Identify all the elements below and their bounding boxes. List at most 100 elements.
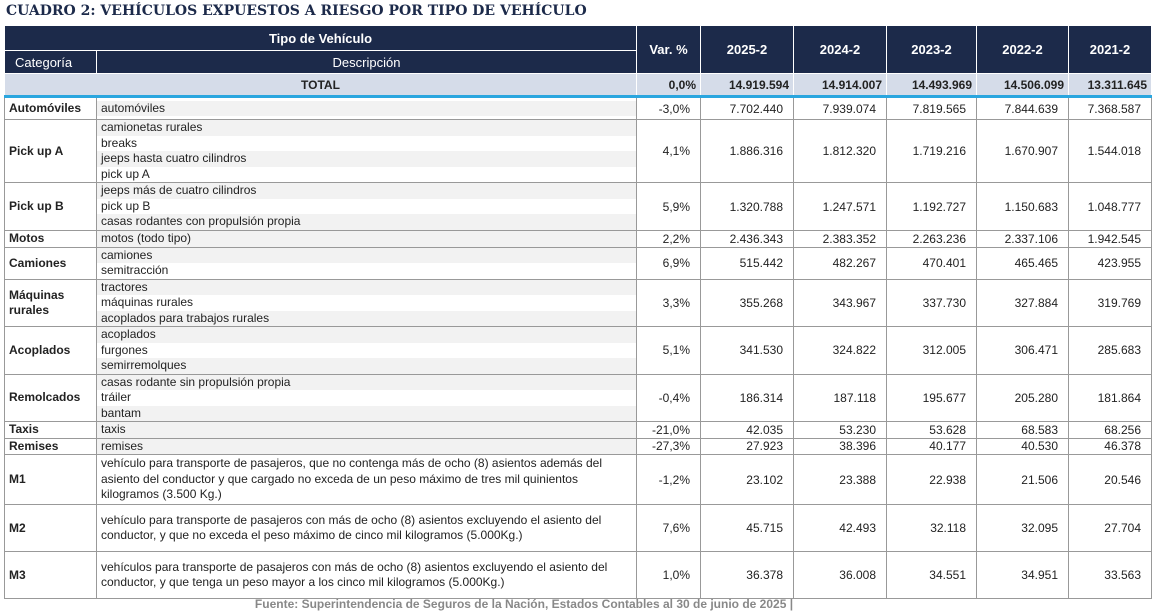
description-line: remises [97, 438, 636, 454]
value-cell: 482.267 [793, 246, 887, 280]
table-row: M3 vehículos para transporte de pasajeros… [4, 551, 1152, 599]
category-cell: Remises [4, 437, 97, 455]
value-cell: 36.008 [793, 551, 887, 599]
description-line: jeeps más de cuatro cilindros [97, 183, 636, 199]
description-text: vehículo para transporte de pasajeros co… [97, 511, 636, 545]
value-cell: 22.938 [886, 454, 977, 505]
total-value: 13.311.645 [1068, 73, 1152, 98]
description-line: camiones [97, 248, 636, 263]
value-cell: 7.844.639 [976, 96, 1069, 120]
description-line: taxis [97, 422, 636, 438]
value-cell: 205.280 [976, 373, 1069, 422]
value-cell: 355.268 [700, 278, 794, 327]
table-row: Taxis taxis -21,0% 42.035 53.230 53.628 68.583… [4, 421, 1152, 439]
variation-cell: 3,3% [636, 278, 701, 327]
category-cell: Remolcados [4, 373, 97, 422]
header-var: Var. % [636, 25, 701, 74]
description-cell: remises [96, 437, 637, 455]
description-line: semitracción [101, 263, 169, 277]
header-year: 2023-2 [886, 25, 977, 74]
value-cell: 181.864 [1068, 373, 1152, 422]
value-cell: 515.442 [700, 246, 794, 280]
value-cell: 23.102 [700, 454, 794, 505]
total-value: 14.506.099 [976, 73, 1069, 98]
value-cell: 327.884 [976, 278, 1069, 327]
variation-cell: -3,0% [636, 96, 701, 120]
description-cell: camionetas rurales breaks jeeps hasta cuat… [96, 119, 637, 183]
category-cell: Pick up B [4, 182, 97, 231]
header-descripcion: Descripción [96, 50, 637, 74]
value-cell: 36.378 [700, 551, 794, 599]
value-cell: 1.150.683 [976, 182, 1069, 231]
category-cell: Camiones [4, 246, 97, 280]
description-line: camionetas rurales [97, 120, 636, 136]
description-text: vehículo para transporte de pasajeros, q… [97, 455, 636, 504]
vehicles-table: Tipo de Vehículo Var. % 2025-2 2024-2 20… [4, 25, 1152, 599]
total-var: 0,0% [636, 73, 701, 98]
value-cell: 53.628 [886, 421, 977, 439]
variation-cell: 4,1% [636, 119, 701, 183]
description-line: acoplados para trabajos rurales [97, 310, 636, 326]
description-line: furgones [101, 342, 148, 357]
value-cell: 2.383.352 [793, 230, 887, 248]
value-cell: 40.177 [886, 437, 977, 455]
description-line: pick up A [101, 166, 150, 181]
source-note: Fuente: Superintendencia de Seguros de l… [254, 597, 794, 611]
category-cell: Taxis [4, 421, 97, 439]
header-year: 2025-2 [700, 25, 794, 74]
description-line: bantam [97, 405, 636, 421]
description-cell: taxis [96, 421, 637, 439]
description-cell: tractores máquinas rurales acoplados para … [96, 278, 637, 327]
category-cell: Pick up A [4, 119, 97, 183]
description-line: automóviles [97, 100, 636, 117]
category-cell: Acoplados [4, 326, 97, 375]
value-cell: 46.378 [1068, 437, 1152, 455]
description-line: máquinas rurales [101, 295, 194, 309]
category-cell: Motos [4, 230, 97, 248]
description-cell: motos (todo tipo) [96, 230, 637, 248]
header-categoria: Categoría [4, 50, 97, 74]
value-cell: 45.715 [700, 504, 794, 552]
value-cell: 68.583 [976, 421, 1069, 439]
value-cell: 68.256 [1068, 421, 1152, 439]
variation-cell: -0,4% [636, 373, 701, 422]
value-cell: 7.939.074 [793, 96, 887, 120]
table-row: Remises remises -27,3% 27.923 38.396 40.177 40… [4, 437, 1152, 455]
value-cell: 1.247.571 [793, 182, 887, 231]
variation-cell: 2,2% [636, 230, 701, 248]
value-cell: 38.396 [793, 437, 887, 455]
category-cell: M2 [4, 504, 97, 552]
value-cell: 1.719.216 [886, 119, 977, 183]
description-line: pick up B [101, 198, 151, 213]
value-cell: 7.819.565 [886, 96, 977, 120]
variation-cell: -27,3% [636, 437, 701, 455]
description-cell: vehículo para transporte de pasajeros, q… [96, 454, 637, 505]
table-row: M2 vehículo para transporte de pasajeros … [4, 504, 1152, 552]
value-cell: 306.471 [976, 326, 1069, 375]
category-cell: Máquinas rurales [4, 278, 97, 327]
value-cell: 1.192.727 [886, 182, 977, 231]
table-row: Máquinas rurales tractores máquinas rurale… [4, 278, 1152, 327]
category-cell: M3 [4, 551, 97, 599]
variation-cell: -21,0% [636, 421, 701, 439]
header-year: 2021-2 [1068, 25, 1152, 74]
value-cell: 23.388 [793, 454, 887, 505]
value-cell: 186.314 [700, 373, 794, 422]
value-cell: 21.506 [976, 454, 1069, 505]
category-cell: Automóviles [4, 96, 97, 120]
value-cell: 34.551 [886, 551, 977, 599]
value-cell: 1.544.018 [1068, 119, 1152, 183]
value-cell: 33.563 [1068, 551, 1152, 599]
total-value: 14.493.969 [886, 73, 977, 98]
value-cell: 343.967 [793, 278, 887, 327]
value-cell: 423.955 [1068, 246, 1152, 280]
value-cell: 187.118 [793, 373, 887, 422]
total-value: 14.914.007 [793, 73, 887, 98]
description-line: casas rodante sin propulsión propia [97, 374, 636, 390]
value-cell: 32.095 [976, 504, 1069, 552]
value-cell: 1.886.316 [700, 119, 794, 183]
value-cell: 2.436.343 [700, 230, 794, 248]
variation-cell: 6,9% [636, 246, 701, 280]
